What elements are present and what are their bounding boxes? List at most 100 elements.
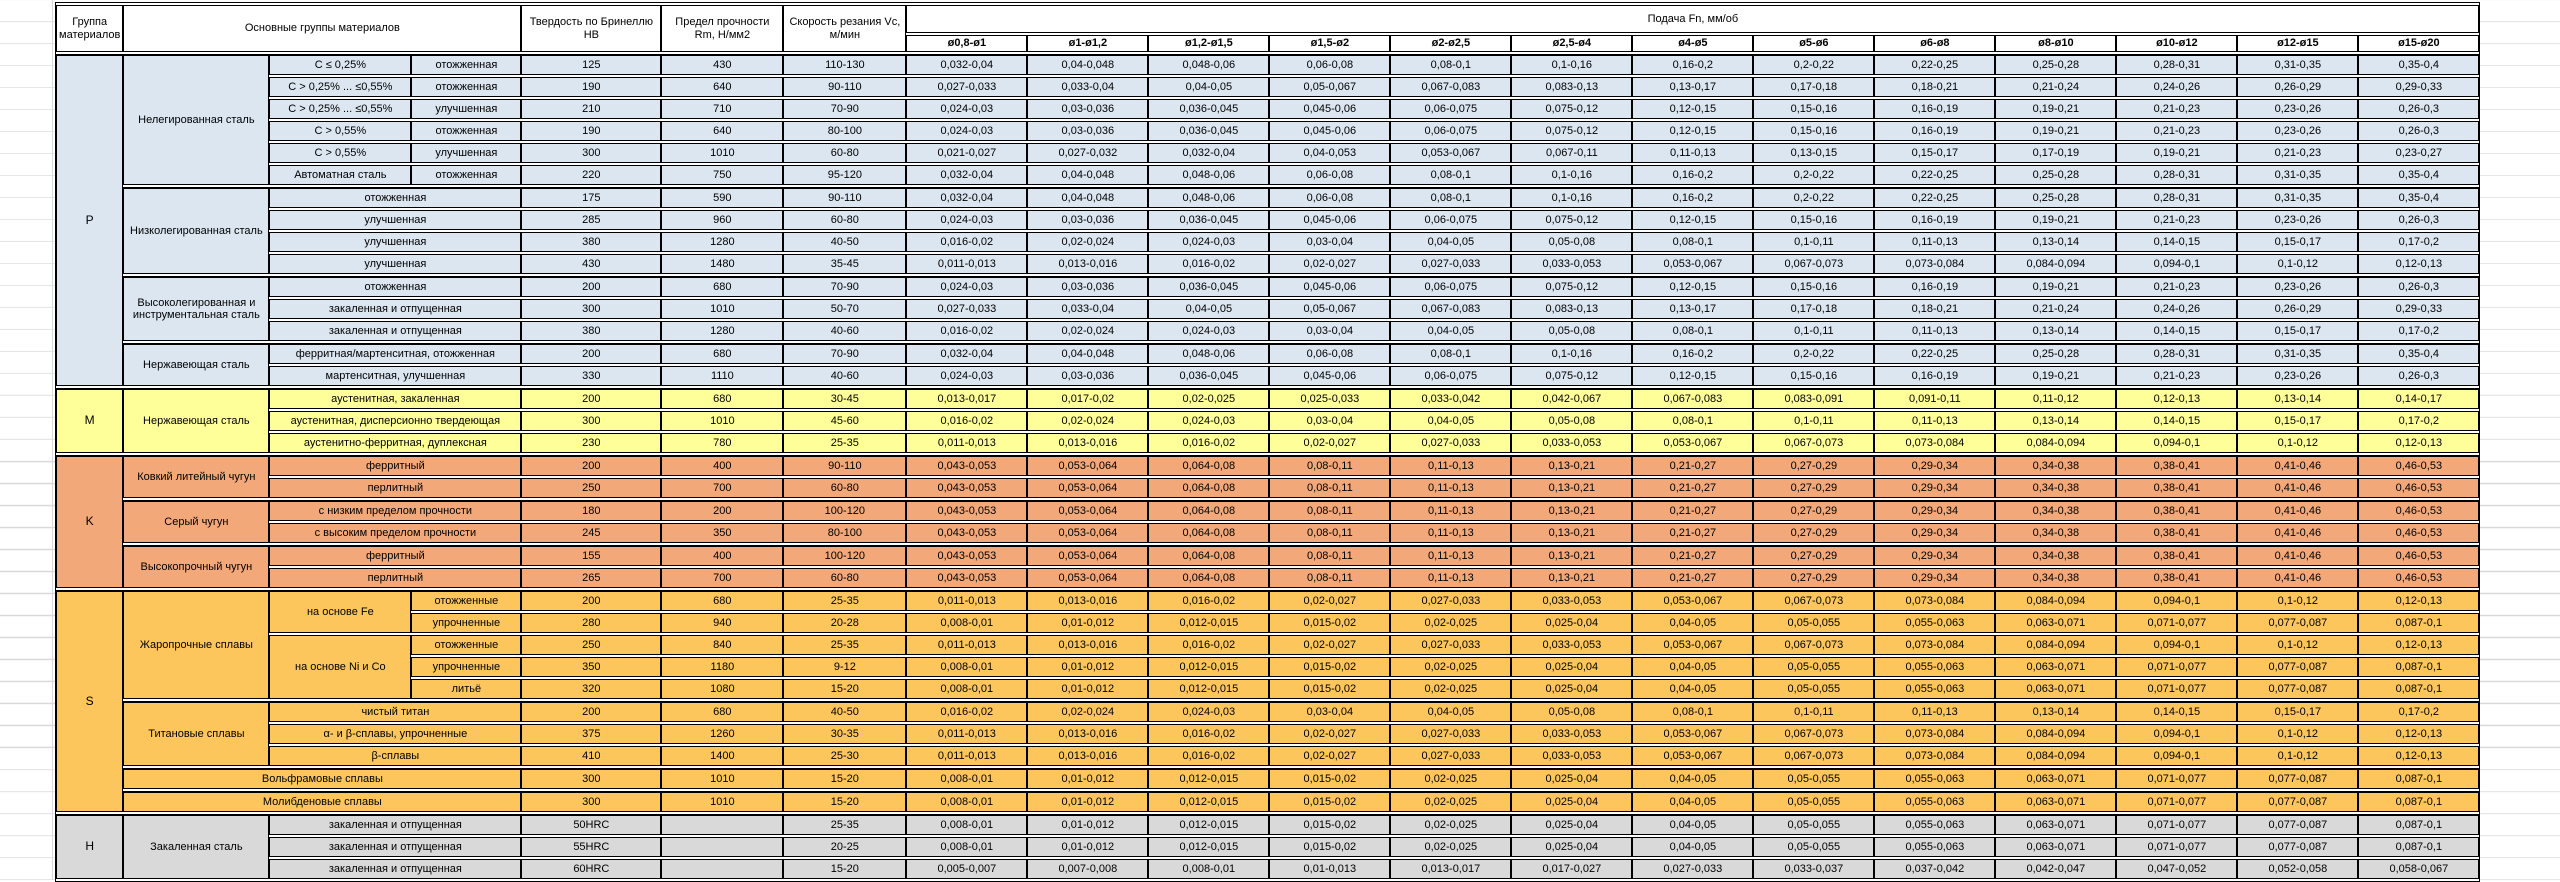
cell-feed[interactable]: 0,05-0,067 — [1269, 77, 1391, 97]
cell-feed[interactable]: 0,08-0,11 — [1269, 455, 1391, 476]
cell-speed[interactable]: 45-60 — [783, 411, 907, 431]
cell-feed[interactable]: 0,27-0,29 — [1753, 455, 1875, 476]
cell-feed[interactable]: 0,008-0,01 — [906, 613, 1028, 633]
cell-feed[interactable]: 0,02-0,025 — [1390, 613, 1512, 633]
cell-speed[interactable]: 15-20 — [783, 791, 907, 812]
cell-feed[interactable]: 0,1-0,11 — [1753, 321, 1875, 341]
cell-feed[interactable]: 0,41-0,46 — [2237, 500, 2359, 521]
cell-feed[interactable]: 0,29-0,34 — [1874, 500, 1996, 521]
header-feed-col[interactable]: ø1-ø1,2 — [1027, 35, 1149, 52]
cell-feed[interactable]: 0,016-0,02 — [1148, 254, 1270, 274]
cell-feed[interactable]: 0,04-0,048 — [1027, 187, 1149, 208]
cell-feed[interactable]: 0,027-0,033 — [1390, 590, 1512, 611]
cell-feed[interactable]: 0,02-0,025 — [1390, 768, 1512, 789]
cell-feed[interactable]: 0,21-0,23 — [2116, 210, 2238, 230]
cell-feed[interactable]: 0,064-0,08 — [1148, 500, 1270, 521]
cell-feed[interactable]: 0,016-0,02 — [906, 411, 1028, 431]
cell-feed[interactable]: 0,024-0,03 — [906, 99, 1028, 119]
cell-feed[interactable]: 0,016-0,02 — [906, 321, 1028, 341]
cell-strength[interactable]: 590 — [661, 187, 784, 208]
cell-feed[interactable]: 0,075-0,12 — [1511, 99, 1633, 119]
cell-speed[interactable]: 60-80 — [783, 568, 907, 588]
cell-feed[interactable]: 0,013-0,016 — [1027, 724, 1149, 744]
cell-feed[interactable]: 0,084-0,094 — [1995, 746, 2117, 766]
cell-hardness[interactable]: 200 — [521, 701, 662, 722]
cell-feed[interactable]: 0,094-0,1 — [2116, 635, 2238, 655]
cell-feed[interactable]: 0,053-0,064 — [1027, 478, 1149, 498]
cell-state[interactable]: аустенитная, дисперсионно твердеющая — [269, 411, 522, 431]
cell-feed[interactable]: 0,01-0,012 — [1027, 657, 1149, 677]
cell-feed[interactable]: 0,087-0,1 — [2358, 791, 2480, 812]
cell-hardness[interactable]: 285 — [521, 210, 662, 230]
cell-feed[interactable]: 0,27-0,29 — [1753, 500, 1875, 521]
cell-feed[interactable]: 0,04-0,05 — [1632, 791, 1754, 812]
cell-feed[interactable]: 0,25-0,28 — [1995, 165, 2117, 185]
cell-feed[interactable]: 0,35-0,4 — [2358, 343, 2480, 364]
cell-feed[interactable]: 0,04-0,048 — [1027, 165, 1149, 185]
cell-state[interactable]: отожженные — [411, 635, 522, 655]
cell-feed[interactable]: 0,033-0,053 — [1511, 635, 1633, 655]
cell-feed[interactable]: 0,21-0,23 — [2237, 143, 2359, 163]
cell-strength[interactable]: 680 — [661, 388, 784, 409]
cell-state[interactable]: улучшенная — [269, 210, 522, 230]
cell-feed[interactable]: 0,036-0,045 — [1148, 121, 1270, 141]
cell-family[interactable]: Жаропрочные сплавы — [123, 590, 270, 699]
cell-feed[interactable]: 0,058-0,067 — [2358, 859, 2480, 879]
header-feed-col[interactable]: ø4-ø5 — [1632, 35, 1754, 52]
cell-spec[interactable]: C > 0,55% — [269, 121, 412, 141]
cell-feed[interactable]: 0,04-0,05 — [1632, 837, 1754, 857]
cell-feed[interactable]: 0,033-0,053 — [1511, 254, 1633, 274]
cell-feed[interactable]: 0,15-0,16 — [1753, 276, 1875, 297]
cell-state[interactable]: литьё — [411, 679, 522, 699]
cell-feed[interactable]: 0,31-0,35 — [2237, 165, 2359, 185]
cell-feed[interactable]: 0,34-0,38 — [1995, 523, 2117, 543]
cell-feed[interactable]: 0,053-0,067 — [1632, 746, 1754, 766]
cell-feed[interactable]: 0,14-0,17 — [2358, 388, 2480, 409]
cell-feed[interactable]: 0,08-0,1 — [1390, 54, 1512, 75]
cell-hardness[interactable]: 155 — [521, 545, 662, 566]
cell-feed[interactable]: 0,13-0,21 — [1511, 455, 1633, 476]
cell-feed[interactable]: 0,075-0,12 — [1511, 121, 1633, 141]
cell-feed[interactable]: 0,13-0,15 — [1753, 143, 1875, 163]
cell-hardness[interactable]: 300 — [521, 768, 662, 789]
cell-feed[interactable]: 0,071-0,077 — [2116, 679, 2238, 699]
cell-feed[interactable]: 0,23-0,26 — [2237, 276, 2359, 297]
cell-feed[interactable]: 0,08-0,1 — [1632, 321, 1754, 341]
cell-feed[interactable]: 0,084-0,094 — [1995, 433, 2117, 453]
cell-feed[interactable]: 0,053-0,067 — [1632, 254, 1754, 274]
cell-feed[interactable]: 0,053-0,064 — [1027, 455, 1149, 476]
cell-state[interactable]: улучшенная — [269, 254, 522, 274]
cell-family[interactable]: Высокопрочный чугун — [123, 545, 270, 588]
cell-state[interactable]: с высоким пределом прочности — [269, 523, 522, 543]
cell-strength[interactable]: 1480 — [661, 254, 784, 274]
cell-feed[interactable]: 0,053-0,067 — [1632, 590, 1754, 611]
cell-feed[interactable]: 0,11-0,13 — [1632, 143, 1754, 163]
cell-feed[interactable]: 0,16-0,19 — [1874, 99, 1996, 119]
cell-state[interactable]: отожженная — [411, 121, 522, 141]
cell-feed[interactable]: 0,067-0,083 — [1390, 299, 1512, 319]
cell-hardness[interactable]: 200 — [521, 455, 662, 476]
cell-speed[interactable]: 15-20 — [783, 859, 907, 879]
cell-feed[interactable]: 0,017-0,027 — [1511, 859, 1633, 879]
cell-strength[interactable]: 960 — [661, 210, 784, 230]
cell-feed[interactable]: 0,16-0,2 — [1632, 54, 1754, 75]
cell-feed[interactable]: 0,053-0,064 — [1027, 523, 1149, 543]
cell-feed[interactable]: 0,073-0,084 — [1874, 433, 1996, 453]
cell-feed[interactable]: 0,073-0,084 — [1874, 635, 1996, 655]
header-feed-col[interactable]: ø10-ø12 — [2116, 35, 2238, 52]
cell-feed[interactable]: 0,04-0,053 — [1269, 143, 1391, 163]
cell-feed[interactable]: 0,016-0,02 — [1148, 635, 1270, 655]
cell-speed[interactable]: 40-50 — [783, 701, 907, 722]
cell-state[interactable]: отожженные — [411, 590, 522, 611]
cell-feed[interactable]: 0,13-0,21 — [1511, 478, 1633, 498]
cell-feed[interactable]: 0,02-0,027 — [1269, 746, 1391, 766]
cell-state[interactable]: отожженная — [411, 54, 522, 75]
cell-feed[interactable]: 0,016-0,02 — [1148, 724, 1270, 744]
cell-feed[interactable]: 0,41-0,46 — [2237, 455, 2359, 476]
cell-spec[interactable]: C > 0,25% ... ≤0,55% — [269, 99, 412, 119]
cell-feed[interactable]: 0,073-0,084 — [1874, 254, 1996, 274]
cell-feed[interactable]: 0,005-0,007 — [906, 859, 1028, 879]
cell-feed[interactable]: 0,011-0,013 — [906, 746, 1028, 766]
cell-feed[interactable]: 0,011-0,013 — [906, 254, 1028, 274]
cell-feed[interactable]: 0,008-0,01 — [906, 814, 1028, 835]
